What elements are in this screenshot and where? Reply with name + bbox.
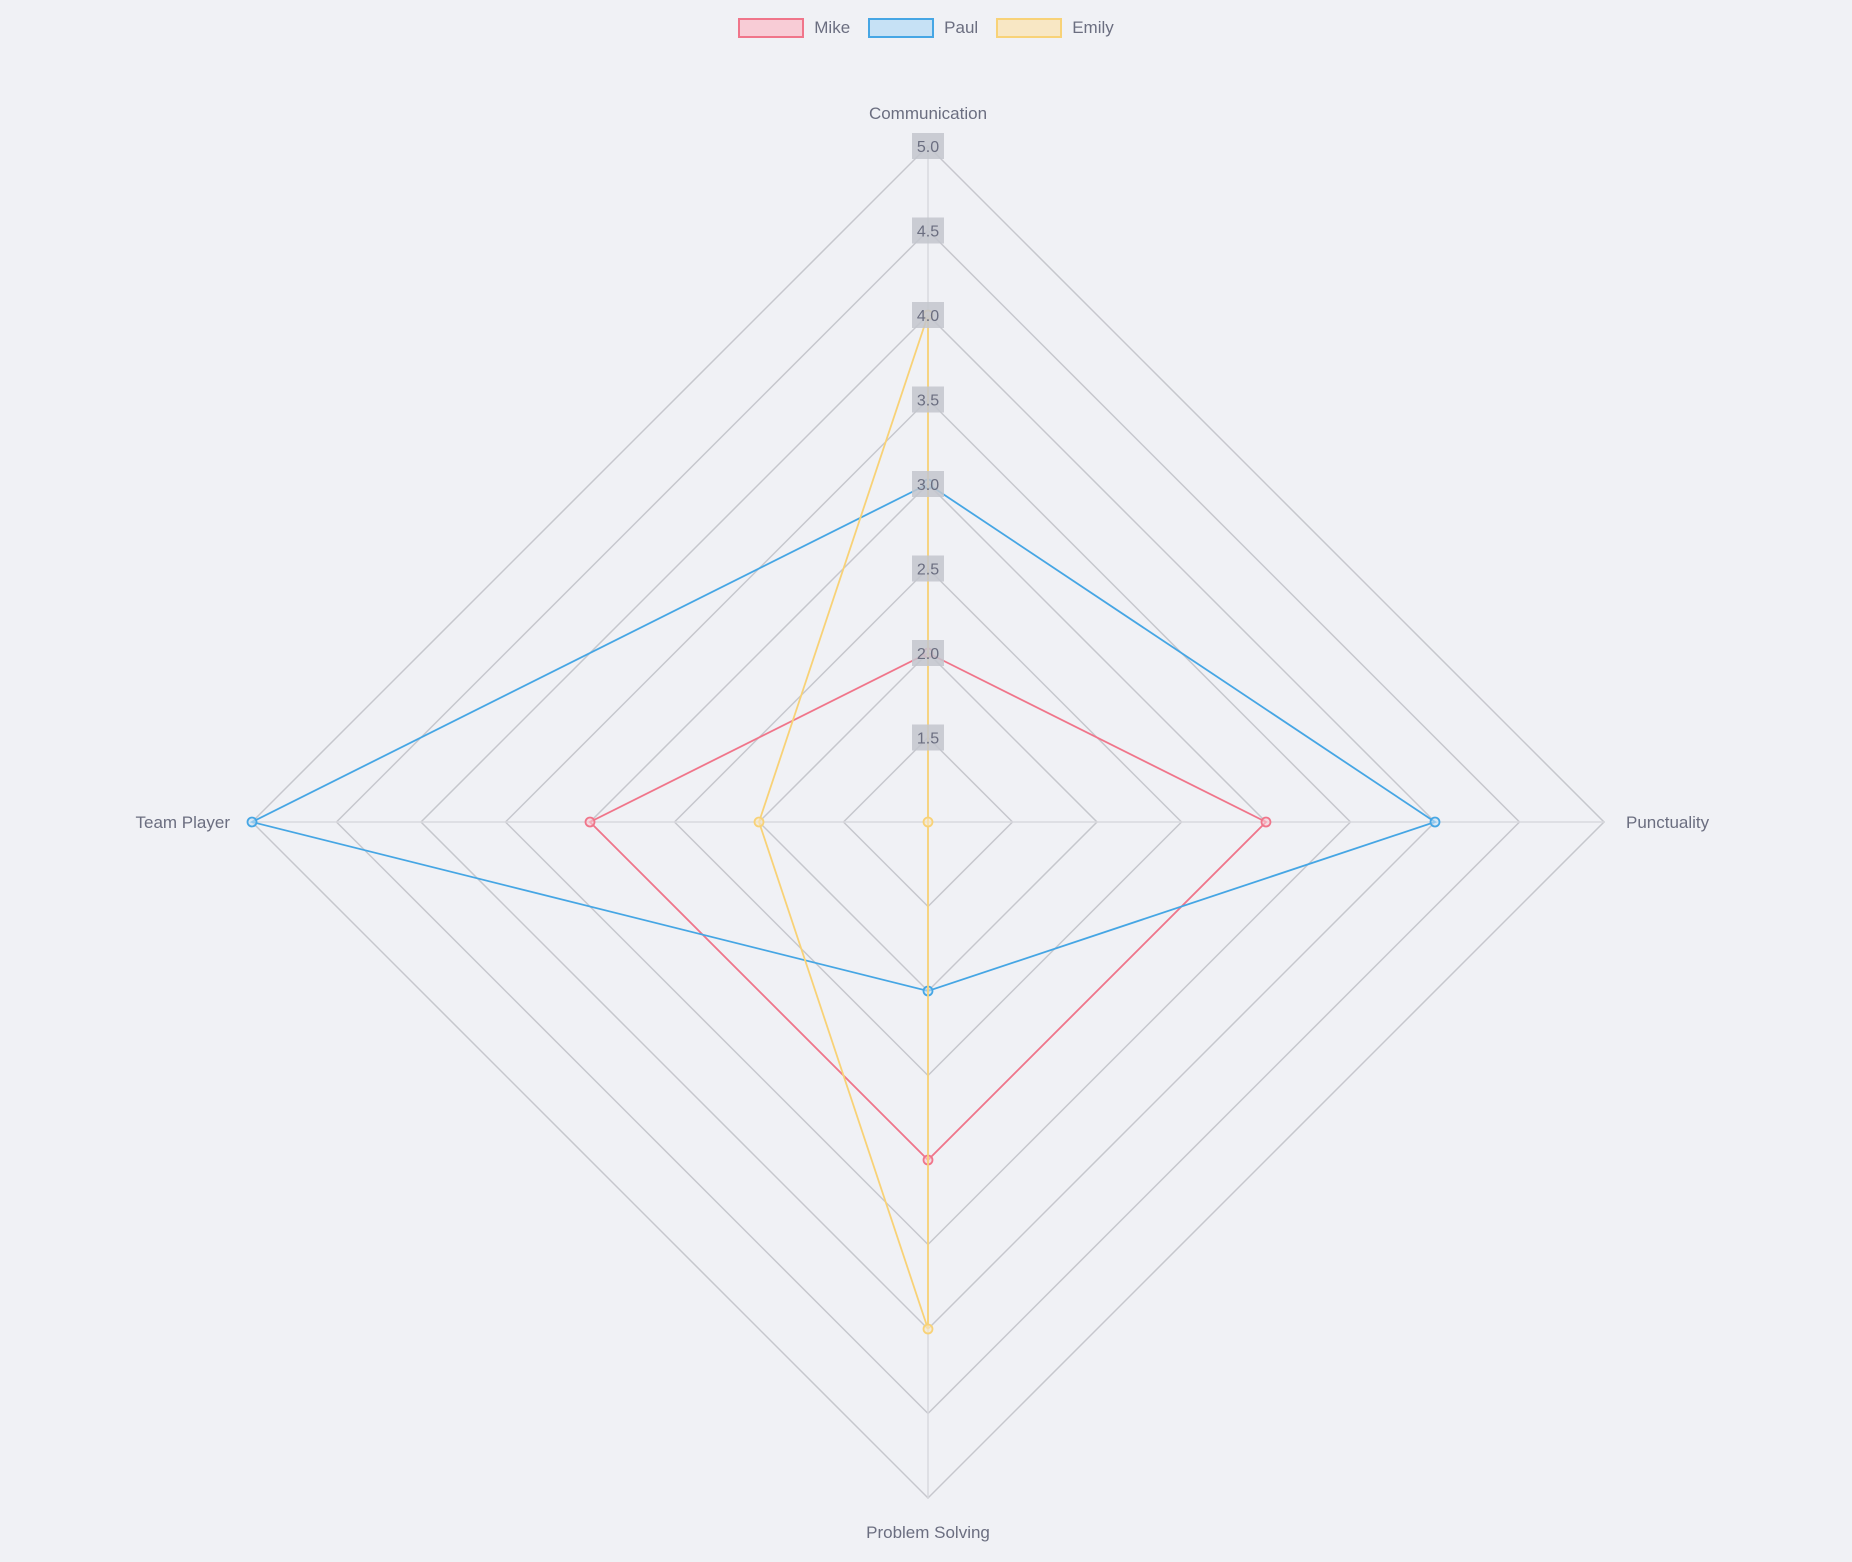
axis-label-communication: Communication: [869, 104, 987, 123]
chart-legend: Mike Paul Emily: [0, 18, 1852, 38]
tick-backdrop-1: [912, 724, 944, 751]
tick-backdrop-5: [912, 386, 944, 413]
legend-swatch-emily: [996, 18, 1063, 38]
tick-backdrop-8: [912, 133, 944, 159]
tick-backdrop-6: [912, 302, 944, 328]
data-point-emily-3: [922, 1323, 934, 1335]
legend-item-paul[interactable]: Paul: [868, 18, 978, 38]
axis-label-team-player: Team Player: [136, 813, 231, 832]
data-point-mike-4: [584, 816, 596, 828]
tick-label-1: 1.5: [917, 731, 939, 748]
tick-label-7: 4.5: [917, 224, 939, 241]
legend-swatch-paul: [868, 18, 935, 38]
legend-label-paul: Paul: [944, 18, 979, 37]
tick-label-3: 2.5: [917, 562, 939, 579]
tick-backdrop-4: [912, 471, 944, 497]
data-point-paul-2: [1429, 816, 1441, 828]
tick-label-8: 5.0: [917, 139, 939, 156]
legend-label-emily: Emily: [1072, 18, 1114, 37]
data-point-emily-4: [753, 816, 765, 828]
data-point-paul-4: [246, 816, 258, 828]
legend-item-emily[interactable]: Emily: [996, 18, 1114, 38]
tick-label-4: 3.0: [917, 477, 939, 494]
tick-backdrop-3: [912, 555, 944, 582]
radar-tick-labels: 1.5 2.0 2.5 3.0 3.5 4.0 4.5 5.0: [912, 133, 944, 751]
legend-label-mike: Mike: [814, 18, 851, 37]
tick-label-5: 3.5: [917, 393, 939, 410]
radar-axis-labels: Communication Punctuality Problem Solving T…: [136, 104, 1710, 1542]
legend-item-mike[interactable]: Mike: [738, 18, 850, 38]
data-point-emily-2: [922, 816, 934, 828]
tick-backdrop-7: [912, 217, 944, 244]
tick-label-2: 2.0: [917, 646, 939, 663]
tick-backdrop-2: [912, 640, 944, 666]
tick-label-6: 4.0: [917, 308, 939, 325]
legend-swatch-mike: [738, 18, 805, 38]
axis-label-punctuality: Punctuality: [1626, 813, 1710, 832]
axis-label-problem-solving: Problem Solving: [866, 1523, 990, 1542]
data-point-mike-2: [1260, 816, 1272, 828]
